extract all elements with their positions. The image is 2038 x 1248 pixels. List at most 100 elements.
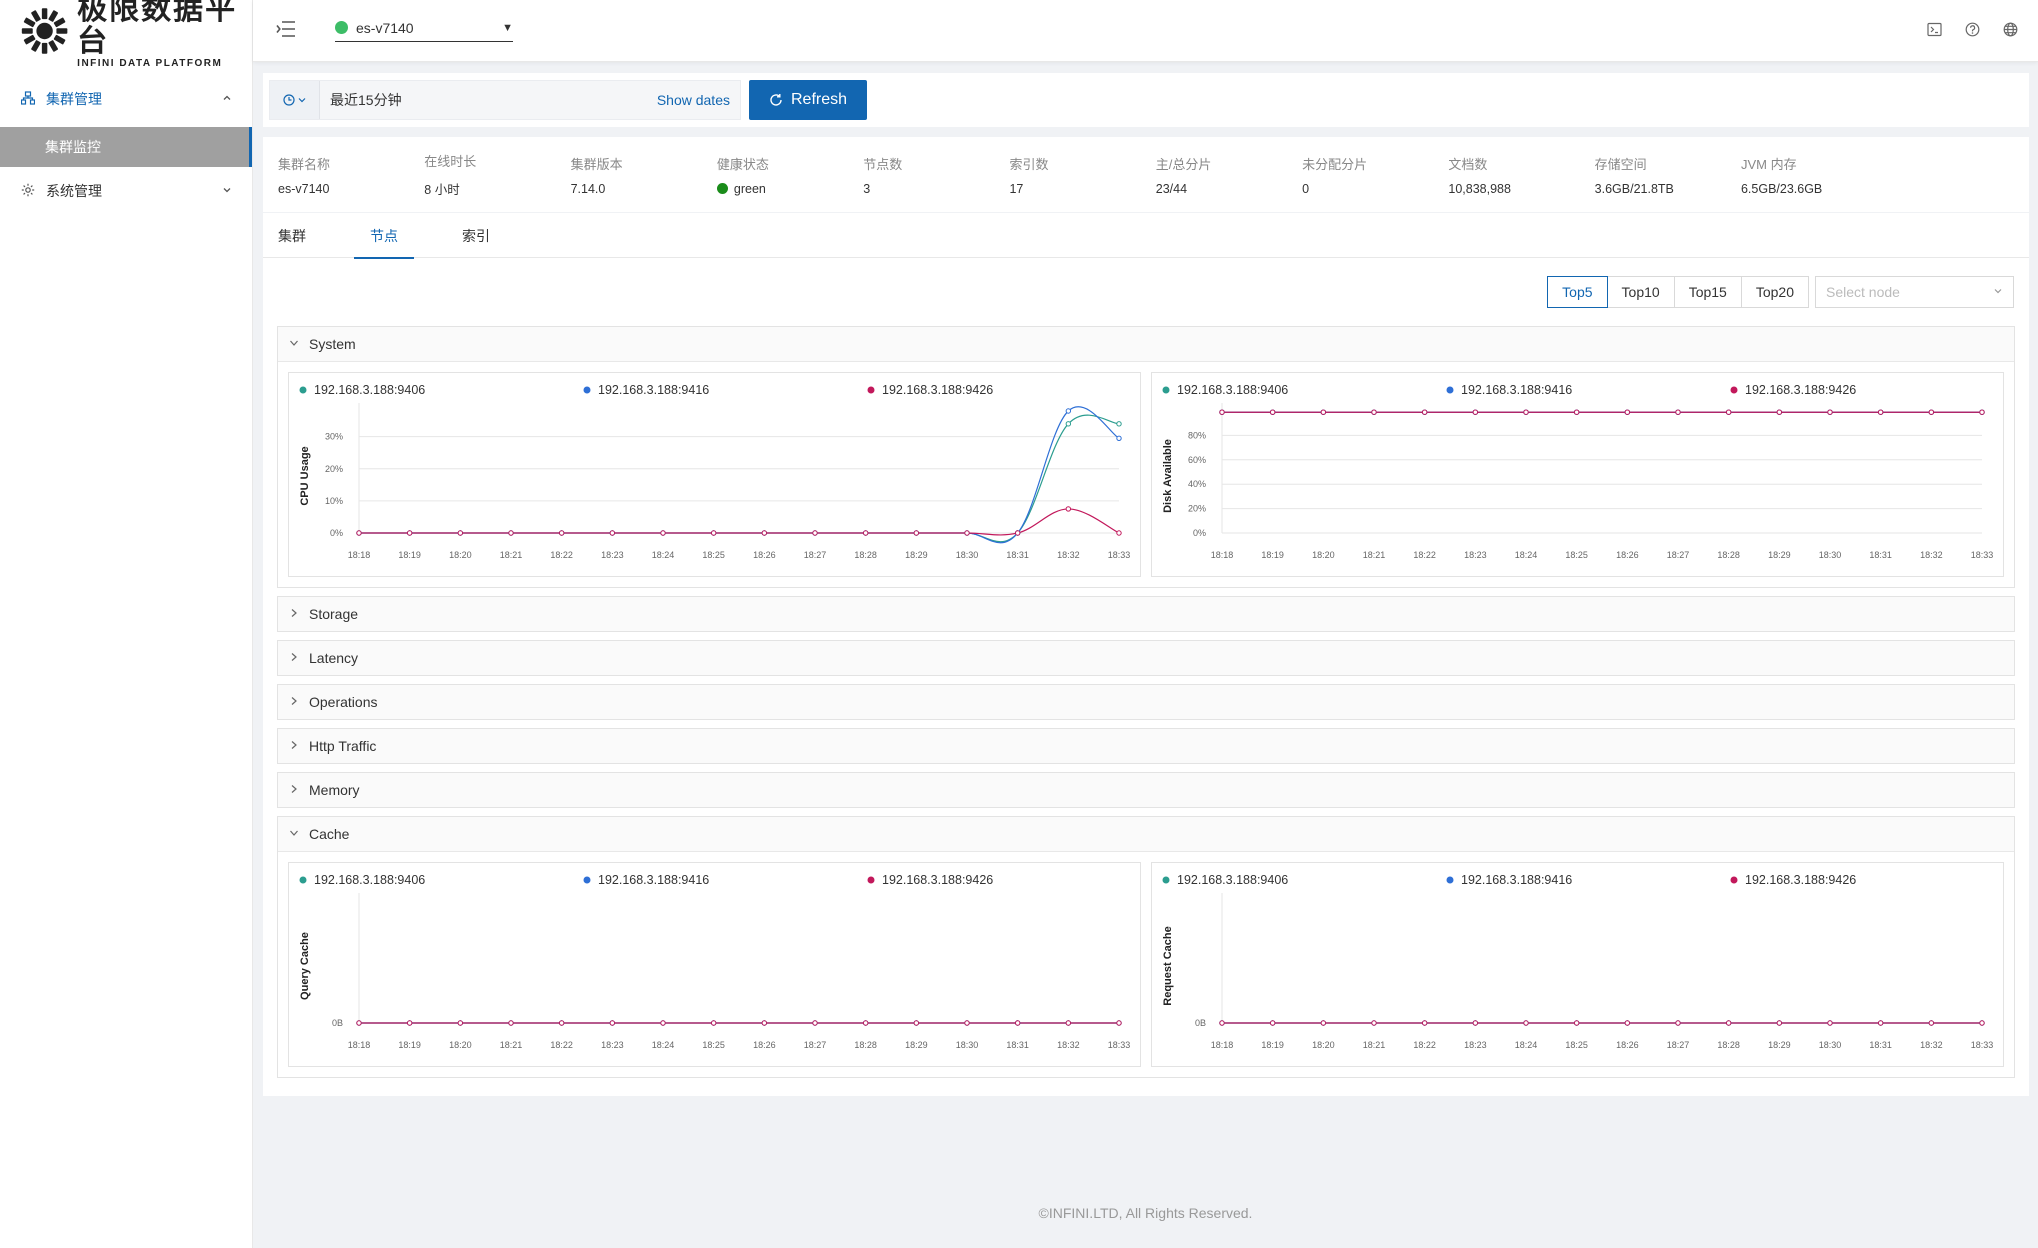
x-tick-label: 18:23	[601, 1040, 624, 1050]
stat-value: 3.6GB/21.8TB	[1594, 181, 1674, 196]
top5-button[interactable]: Top5	[1547, 276, 1608, 308]
data-point	[913, 1020, 920, 1026]
y-axis-label: CPU Usage	[299, 446, 311, 505]
node-select[interactable]: Select node	[1815, 276, 2014, 308]
section-header-memory[interactable]: Memory	[278, 773, 2014, 807]
sidebar-item-cluster-monitoring[interactable]: 集群监控	[0, 127, 252, 167]
x-tick-label: 18:25	[702, 1040, 725, 1050]
metrics-tabs: 集群 节点 索引	[263, 213, 2029, 259]
clock-icon[interactable]	[270, 81, 320, 119]
help-icon[interactable]	[1964, 21, 1980, 37]
y-tick-label: 40%	[1188, 479, 1206, 489]
chevron-down-icon	[289, 827, 309, 841]
section-header-storage[interactable]: Storage	[278, 597, 2014, 631]
legend-label: 192.168.3.188:9426	[882, 873, 993, 887]
x-tick-label: 18:23	[1464, 1040, 1487, 1050]
legend-label: 192.168.3.188:9426	[1745, 383, 1856, 397]
data-point	[558, 1020, 565, 1026]
legend-label: 192.168.3.188:9416	[1461, 383, 1572, 397]
section-header-latency[interactable]: Latency	[278, 641, 2014, 675]
series-line	[358, 414, 1120, 543]
data-point	[356, 1020, 362, 1026]
chevron-right-icon	[289, 607, 309, 621]
stat-value: 6.5GB/23.6GB	[1740, 181, 1823, 196]
data-point	[508, 530, 514, 536]
data-point	[1371, 409, 1377, 415]
legend-marker	[1730, 876, 1738, 884]
chevron-right-icon	[289, 739, 309, 753]
data-point	[1320, 1020, 1327, 1026]
cluster-select[interactable]: es-v7140 ▼	[335, 14, 513, 42]
stat-value: 23/44	[1155, 181, 1188, 196]
data-point	[1269, 409, 1276, 415]
data-point	[1014, 530, 1021, 536]
terminal-icon[interactable]	[1926, 21, 1942, 37]
data-point	[761, 530, 768, 536]
tab-cluster[interactable]: 集群	[278, 227, 306, 244]
x-tick-label: 18:26	[753, 550, 776, 560]
tab-nodes[interactable]: 节点	[354, 213, 414, 259]
section-header-system[interactable]: System	[278, 327, 2014, 361]
data-point	[913, 530, 920, 536]
data-point	[1776, 409, 1783, 415]
data-point	[1065, 1020, 1072, 1026]
x-tick-label: 18:25	[702, 550, 725, 560]
legend-marker	[583, 876, 591, 884]
stat-label: 索引数	[1009, 156, 1049, 172]
x-tick-label: 18:24	[1515, 1040, 1538, 1050]
section-header-operations[interactable]: Operations	[278, 685, 2014, 719]
gear-icon	[20, 183, 36, 200]
menu-fold-icon[interactable]	[276, 20, 296, 44]
data-point	[1320, 409, 1327, 415]
data-point	[1624, 1020, 1631, 1026]
logo[interactable]: 极限数据平台 INFINI DATA PLATFORM	[0, 0, 252, 69]
y-tick-label: 80%	[1188, 430, 1206, 440]
top15-button[interactable]: Top15	[1673, 276, 1742, 308]
data-point	[1014, 1020, 1021, 1026]
legend-label: 192.168.3.188:9416	[598, 873, 709, 887]
x-tick-label: 18:33	[1108, 550, 1131, 560]
x-tick-label: 18:24	[652, 1040, 675, 1050]
x-tick-label: 18:29	[1768, 550, 1791, 560]
data-point	[1116, 421, 1122, 427]
refresh-button[interactable]: Refresh	[749, 80, 867, 120]
legend-marker	[867, 386, 875, 394]
x-tick-label: 18:19	[1261, 550, 1284, 560]
y-tick-label: 0B	[1195, 1018, 1206, 1028]
top20-button[interactable]: Top20	[1740, 276, 1809, 308]
time-range-picker[interactable]: 最近15分钟 Show dates	[269, 80, 741, 120]
show-dates-link[interactable]: Show dates	[656, 92, 730, 108]
stat-label: 文档数	[1448, 156, 1488, 172]
top10-button[interactable]: Top10	[1606, 276, 1675, 308]
x-tick-label: 18:27	[804, 550, 827, 560]
x-tick-label: 18:18	[348, 1040, 371, 1050]
sidebar-item-system-management[interactable]: 系统管理	[0, 167, 252, 215]
tab-indices[interactable]: 索引	[462, 227, 490, 244]
stat-docs: 文档数 10,838,988	[1448, 154, 1594, 196]
chevron-down-icon	[1993, 286, 2003, 299]
globe-icon[interactable]	[2002, 21, 2018, 37]
legend-label: 192.168.3.188:9406	[1177, 873, 1288, 887]
refresh-label: Refresh	[790, 91, 848, 108]
y-tick-label: 0%	[330, 528, 343, 538]
x-tick-label: 18:24	[1515, 550, 1538, 560]
section-header-http-traffic[interactable]: Http Traffic	[278, 729, 2014, 763]
x-tick-label: 18:28	[854, 1040, 877, 1050]
sidebar-item-cluster-management[interactable]: 集群管理	[0, 75, 252, 123]
x-tick-label: 18:28	[1717, 550, 1740, 560]
data-point	[1065, 421, 1072, 427]
stat-value: es-v7140	[278, 181, 330, 196]
x-tick-label: 18:23	[601, 550, 624, 560]
series-line	[358, 406, 1120, 544]
x-tick-label: 18:33	[1971, 1040, 1994, 1050]
chevron-right-icon	[289, 651, 309, 665]
data-point	[1472, 1020, 1479, 1026]
section-system: System 192.168.3.188:9406 192.168.3.188:9…	[277, 326, 2015, 588]
legend-label: 192.168.3.188:9406	[314, 873, 425, 887]
data-point	[812, 1020, 818, 1026]
chevron-down-icon	[289, 337, 309, 351]
y-tick-label: 0%	[1193, 528, 1206, 538]
section-title: Operations	[309, 694, 378, 710]
section-header-cache[interactable]: Cache	[278, 817, 2014, 851]
request-cache-chart: 192.168.3.188:9406 192.168.3.188:9416 192.…	[1151, 862, 2004, 1067]
